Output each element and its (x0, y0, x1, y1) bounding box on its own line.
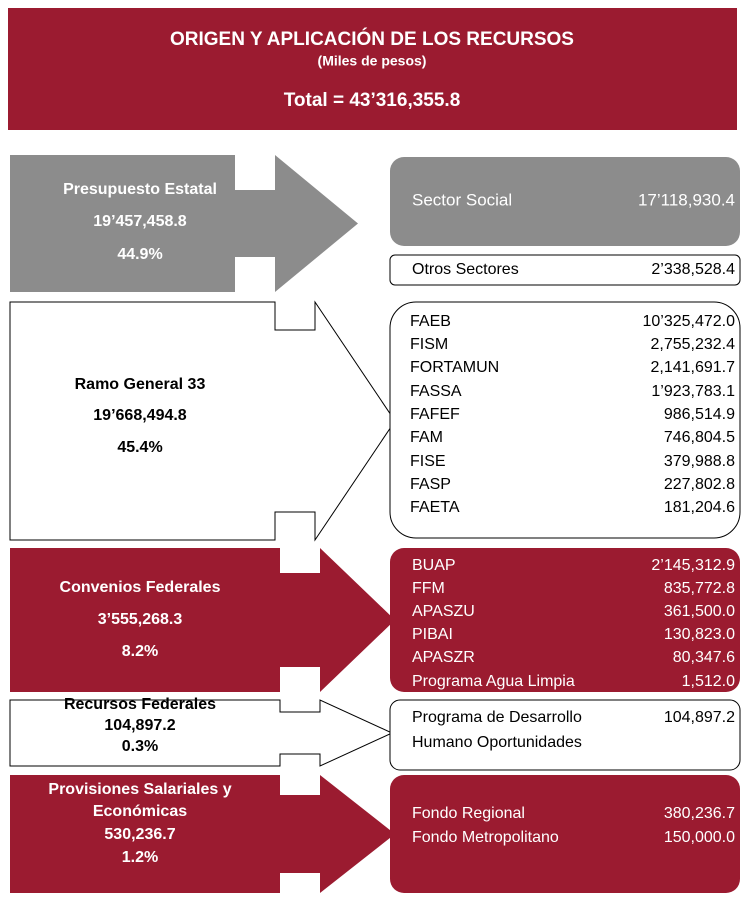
source-name: Ramo General 33 (75, 376, 206, 393)
target-value: 104,897.2 (664, 709, 735, 726)
title: ORIGEN Y APLICACIÓN DE LOS RECURSOS (170, 28, 574, 50)
source-percent: 44.9% (117, 246, 162, 263)
target-name: FAFEF (410, 406, 460, 423)
source-amount: 19’668,494.8 (93, 407, 187, 424)
target-value: 835,772.8 (664, 580, 735, 597)
source-arrow (10, 548, 395, 692)
total: Total = 43’316,355.8 (284, 90, 461, 111)
source-percent: 45.4% (117, 439, 162, 456)
target-value: 986,514.9 (664, 406, 735, 423)
target-name: FAETA (410, 499, 460, 516)
source-name: Provisiones Salariales y (48, 781, 231, 798)
target-value: 181,204.6 (664, 499, 735, 516)
source-name: Presupuesto Estatal (63, 181, 217, 198)
source-percent: 8.2% (122, 643, 158, 660)
subtitle: (Miles de pesos) (318, 53, 427, 69)
target-value: 2,141,691.7 (650, 359, 735, 376)
target-name: APASZU (412, 603, 475, 620)
target-name: FISE (410, 453, 446, 470)
target-name: FAM (410, 429, 443, 446)
source-percent: 1.2% (122, 849, 158, 866)
target-name: FASP (410, 476, 451, 493)
source-percent: 0.3% (122, 738, 158, 755)
target-name: Otros Sectores (412, 261, 519, 278)
source-name: Convenios Federales (60, 579, 221, 596)
source-arrow (10, 155, 358, 292)
target-value: 2’338,528.4 (651, 261, 735, 278)
target-name: PIBAI (412, 626, 453, 643)
target-name: Fondo Metropolitano (412, 829, 559, 846)
target-box (390, 775, 740, 893)
target-name: BUAP (412, 557, 456, 574)
header-box (8, 8, 737, 130)
source-amount: 104,897.2 (104, 717, 175, 734)
target-box (390, 548, 740, 692)
target-value: 80,347.6 (673, 649, 735, 666)
source-name: Económicas (93, 803, 187, 820)
target-value: 380,236.7 (664, 805, 735, 822)
target-name: Programa de Desarrollo (412, 709, 582, 726)
target-box (389, 254, 741, 286)
target-value: 227,802.8 (664, 476, 735, 493)
target-name: FASSA (410, 383, 462, 400)
target-name: Programa Agua Limpia (412, 673, 575, 690)
target-value: 361,500.0 (664, 603, 735, 620)
target-value: 150,000.0 (664, 829, 735, 846)
target-value: 1,512.0 (682, 673, 735, 690)
source-name: Recursos Federales (64, 696, 216, 713)
target-name: Sector Social (412, 190, 512, 209)
target-value: 2,755,232.4 (650, 336, 735, 353)
target-value: 10’325,472.0 (642, 313, 735, 330)
source-arrow (10, 775, 395, 893)
target-value: 2’145,312.9 (651, 557, 735, 574)
source-amount: 3’555,268.3 (98, 611, 183, 628)
source-amount: 530,236.7 (104, 826, 175, 843)
target-box (390, 157, 740, 246)
target-name: FFM (412, 580, 445, 597)
target-value: 130,823.0 (664, 626, 735, 643)
source-arrow (9, 300, 396, 542)
source-amount: 19’457,458.8 (93, 213, 187, 230)
source-arrow (9, 699, 394, 767)
target-name: FISM (410, 336, 448, 353)
target-name: Fondo Regional (412, 805, 525, 822)
target-box (389, 301, 741, 539)
target-name: APASZR (412, 649, 475, 666)
target-value: 379,988.8 (664, 453, 735, 470)
target-box (389, 699, 741, 771)
target-value: 17’118,930.4 (638, 190, 735, 209)
target-name: Humano Oportunidades (412, 734, 582, 751)
target-name: FAEB (410, 313, 451, 330)
target-value: 1’923,783.1 (651, 383, 735, 400)
target-name: FORTAMUN (410, 359, 499, 376)
target-value: 746,804.5 (664, 429, 735, 446)
